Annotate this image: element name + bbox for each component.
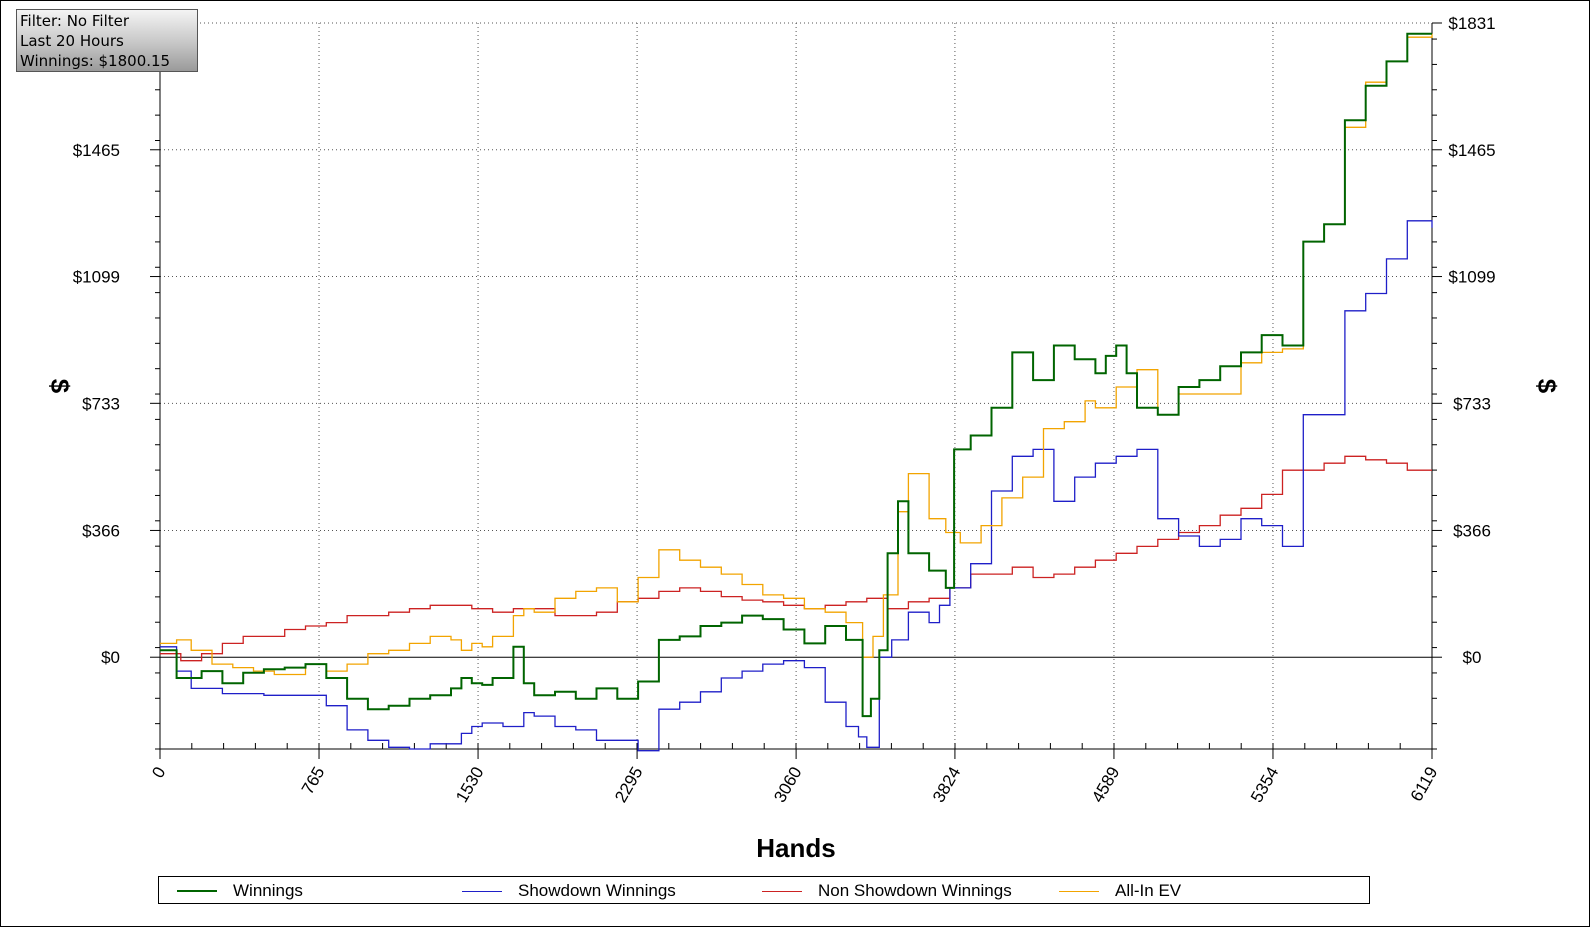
- filter-text: Filter: No Filter: [20, 12, 130, 30]
- x-tick-label: 3824: [929, 764, 964, 806]
- y-tick-label-left: $1465: [73, 141, 120, 160]
- y-tick-label-right: $366: [1453, 521, 1491, 540]
- legend-item-non-showdown: Non Showdown Winnings: [762, 881, 1012, 901]
- y-axis-title-left: $: [45, 379, 75, 394]
- legend-swatch-showdown: [462, 890, 502, 892]
- legend-item-showdown: Showdown Winnings: [462, 881, 676, 901]
- y-tick-label-right: $1465: [1448, 141, 1495, 160]
- x-tick-label: 4589: [1088, 764, 1123, 806]
- y-tick-label-left: $366: [82, 521, 120, 540]
- series-line-winnings: [160, 32, 1432, 718]
- x-tick-label: 3060: [770, 764, 805, 806]
- legend-item-allin-ev: All-In EV: [1059, 881, 1181, 901]
- y-tick-label-left: $1099: [73, 268, 120, 287]
- y-tick-label-right: $733: [1453, 394, 1491, 413]
- legend-item-winnings: Winnings: [177, 881, 303, 901]
- x-tick-label: 5354: [1247, 764, 1282, 806]
- legend-label-winnings: Winnings: [233, 881, 303, 900]
- legend-label-showdown: Showdown Winnings: [518, 881, 676, 900]
- info-box: Filter: No Filter Last 20 Hours Winnings…: [16, 9, 198, 72]
- x-tick-label: 6119: [1407, 764, 1442, 805]
- legend-label-non-showdown: Non Showdown Winnings: [818, 881, 1012, 900]
- x-tick-label: 2295: [611, 764, 646, 806]
- y-tick-label-right: $1099: [1448, 268, 1495, 287]
- x-tick-label: 765: [298, 764, 329, 798]
- legend-swatch-non-showdown: [762, 890, 802, 892]
- chart-legend: Winnings Showdown Winnings Non Showdown …: [158, 876, 1370, 904]
- period-text: Last 20 Hours: [20, 32, 124, 50]
- winnings-text: Winnings: $1800.15: [20, 52, 171, 70]
- y-tick-label-right: $1831: [1448, 14, 1495, 33]
- y-tick-label-left: $0: [101, 648, 120, 667]
- x-tick-label: 1530: [452, 764, 487, 806]
- y-tick-label-right: $0: [1463, 648, 1482, 667]
- x-tick-label: 0: [148, 764, 169, 782]
- y-axis-title-right: $: [1532, 379, 1562, 394]
- legend-label-allin-ev: All-In EV: [1115, 881, 1182, 900]
- legend-swatch-winnings: [177, 890, 217, 892]
- x-axis-title: Hands: [756, 833, 835, 863]
- y-tick-label-left: $733: [82, 394, 120, 413]
- legend-swatch-allin-ev: [1059, 890, 1099, 892]
- series-line-showdown-winnings: [160, 220, 1433, 752]
